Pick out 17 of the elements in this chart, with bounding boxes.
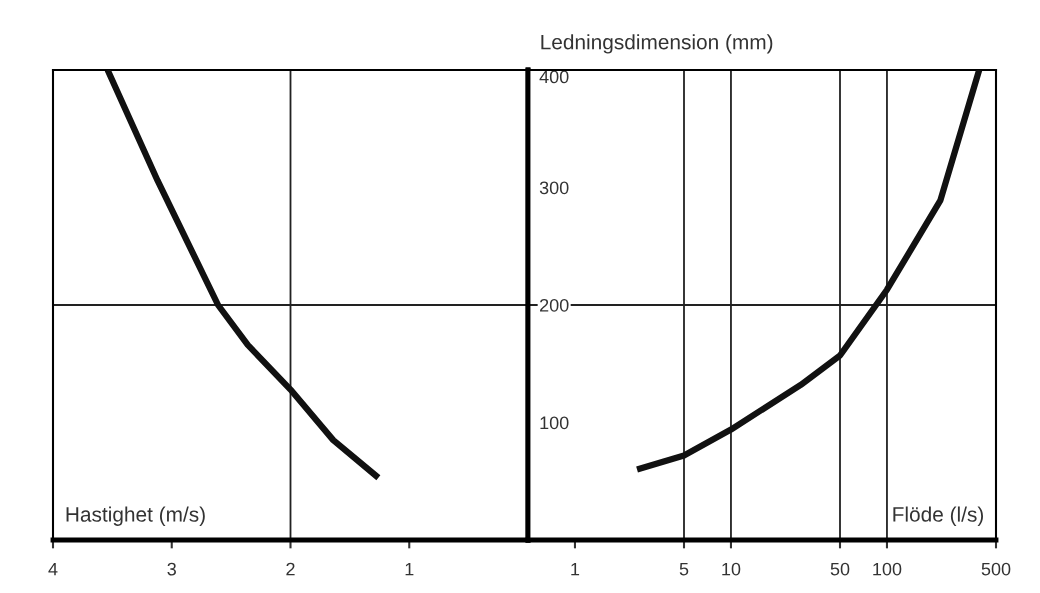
x-axis-title: Flöde (l/s): [893, 506, 984, 526]
x-tick-label: 50: [830, 562, 850, 576]
x-tick-label: 5: [679, 562, 689, 576]
x-tick-label: 1: [405, 562, 414, 576]
y-tick-label: 100: [540, 416, 569, 430]
x-tick-label: 4: [48, 562, 58, 576]
x-axis-title: Hastighet (m/s): [66, 506, 205, 526]
y-tick-label: 400: [539, 70, 569, 84]
x-tick-label: 100: [873, 562, 902, 576]
x-tick-label: 2: [286, 562, 295, 576]
y-axis-title: Ledningsdimension (mm): [541, 34, 773, 54]
x-tick-label: 3: [167, 562, 176, 576]
y-tick-label: 300: [539, 181, 569, 195]
x-tick-label: 500: [981, 562, 1011, 576]
x-tick-label: 1: [571, 562, 580, 576]
y-tick-label: 200: [540, 298, 569, 312]
x-tick-label: 10: [722, 562, 741, 576]
